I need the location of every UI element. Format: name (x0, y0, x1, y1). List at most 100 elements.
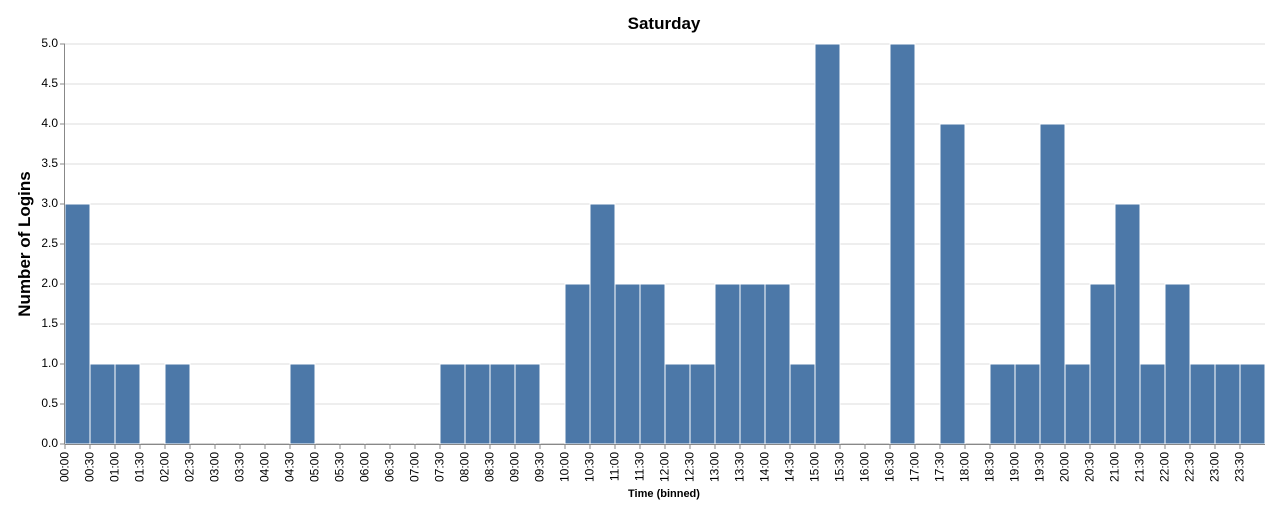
x-tick-label: 16:30 (883, 452, 897, 482)
x-axis-label: Time (binned) (628, 488, 700, 500)
x-tick-label: 11:00 (608, 452, 622, 481)
x-tick-label: 14:30 (783, 452, 797, 482)
bar (739, 283, 766, 445)
bar (789, 363, 816, 445)
bar (314, 442, 341, 445)
bar (864, 442, 891, 445)
y-tick-label: 2.0 (41, 276, 58, 290)
bar (214, 442, 241, 445)
bar (614, 283, 641, 445)
x-tick-label: 19:30 (1033, 452, 1047, 482)
bar (264, 442, 291, 445)
y-tick-label: 4.5 (41, 76, 58, 90)
x-tick-label: 14:00 (758, 452, 772, 482)
y-tick-label: 4.0 (41, 116, 58, 130)
x-tick-label: 10:00 (558, 452, 572, 482)
bar (664, 363, 691, 445)
x-tick-label: 11:30 (633, 452, 647, 481)
bar (164, 363, 191, 445)
bar (139, 442, 166, 445)
bar (439, 363, 466, 445)
y-tick-label: 2.5 (41, 236, 58, 250)
x-tick-label: 23:00 (1208, 452, 1222, 482)
bar (814, 43, 841, 445)
bar (1214, 363, 1241, 445)
x-tick-label: 17:30 (933, 452, 947, 482)
chart-title: Saturday (628, 14, 701, 33)
y-axis-ticks: 0.0 0.5 1.0 1.5 2.0 2.5 3.0 3.5 4.0 4.5 5.0 (41, 36, 65, 450)
x-tick-label: 08:30 (483, 452, 497, 482)
x-tick-label: 12:30 (683, 452, 697, 482)
x-tick-label: 06:30 (383, 452, 397, 482)
x-tick-label: 23:30 (1233, 452, 1247, 482)
x-tick-label: 06:00 (358, 452, 372, 482)
x-tick-label: 22:00 (1158, 452, 1172, 482)
bar (714, 283, 741, 445)
y-tick-label: 1.0 (41, 356, 58, 370)
bar (639, 283, 666, 445)
y-tick-label: 1.5 (41, 316, 58, 330)
x-tick-label: 04:00 (258, 452, 272, 482)
y-axis-label: Number of Logins (15, 171, 34, 316)
y-tick-label: 0.5 (41, 396, 58, 410)
x-tick-label: 21:30 (1133, 452, 1147, 482)
bar (239, 442, 266, 445)
x-tick-label: 15:00 (808, 452, 822, 482)
bar (564, 283, 591, 445)
bar (489, 363, 516, 445)
x-tick-label: 02:30 (183, 452, 197, 482)
x-tick-label: 12:00 (658, 452, 672, 482)
x-tick-label: 03:00 (208, 452, 222, 482)
x-tick-label: 01:30 (133, 452, 147, 482)
bars (64, 43, 1266, 445)
x-tick-label: 16:00 (858, 452, 872, 482)
x-tick-label: 22:30 (1183, 452, 1197, 482)
bar (889, 43, 916, 445)
bar (364, 442, 391, 445)
bar (1064, 363, 1091, 445)
bar (589, 203, 616, 445)
x-tick-label: 05:30 (333, 452, 347, 482)
x-axis-ticks: 00:00 00:30 01:00 01:30 02:00 02:30 03:00 03:30… (58, 444, 1247, 482)
bar (114, 363, 141, 445)
bar (539, 442, 566, 445)
bar (464, 363, 491, 445)
x-tick-label: 08:00 (458, 452, 472, 482)
bar (1089, 283, 1116, 445)
x-tick-label: 13:00 (708, 452, 722, 482)
bar (1239, 363, 1266, 445)
y-tick-label: 3.0 (41, 196, 58, 210)
x-tick-label: 19:00 (1008, 452, 1022, 482)
x-tick-label: 18:00 (958, 452, 972, 482)
x-tick-label: 10:30 (583, 452, 597, 482)
bar (839, 442, 866, 445)
x-tick-label: 09:30 (533, 452, 547, 482)
bar (1189, 363, 1216, 445)
x-tick-label: 04:30 (283, 452, 297, 482)
bar (989, 363, 1016, 445)
bar (1014, 363, 1041, 445)
x-tick-label: 21:00 (1108, 452, 1122, 482)
x-tick-label: 02:00 (158, 452, 172, 482)
bar (514, 363, 541, 445)
bar (1164, 283, 1191, 445)
bar (189, 442, 216, 445)
x-tick-label: 15:30 (833, 452, 847, 482)
x-tick-label: 03:30 (233, 452, 247, 482)
x-tick-label: 09:00 (508, 452, 522, 482)
x-tick-label: 07:30 (433, 452, 447, 482)
y-tick-label: 3.5 (41, 156, 58, 170)
bar (64, 203, 91, 445)
bar (1114, 203, 1141, 445)
x-tick-label: 01:00 (108, 452, 122, 482)
bar (1039, 123, 1066, 445)
x-tick-label: 05:00 (308, 452, 322, 482)
y-tick-label: 0.0 (41, 436, 58, 450)
bar (289, 363, 316, 445)
x-tick-label: 00:00 (58, 452, 72, 482)
bar (1139, 363, 1166, 445)
x-tick-label: 07:00 (408, 452, 422, 482)
x-tick-label: 13:30 (733, 452, 747, 482)
x-tick-label: 17:00 (908, 452, 922, 482)
